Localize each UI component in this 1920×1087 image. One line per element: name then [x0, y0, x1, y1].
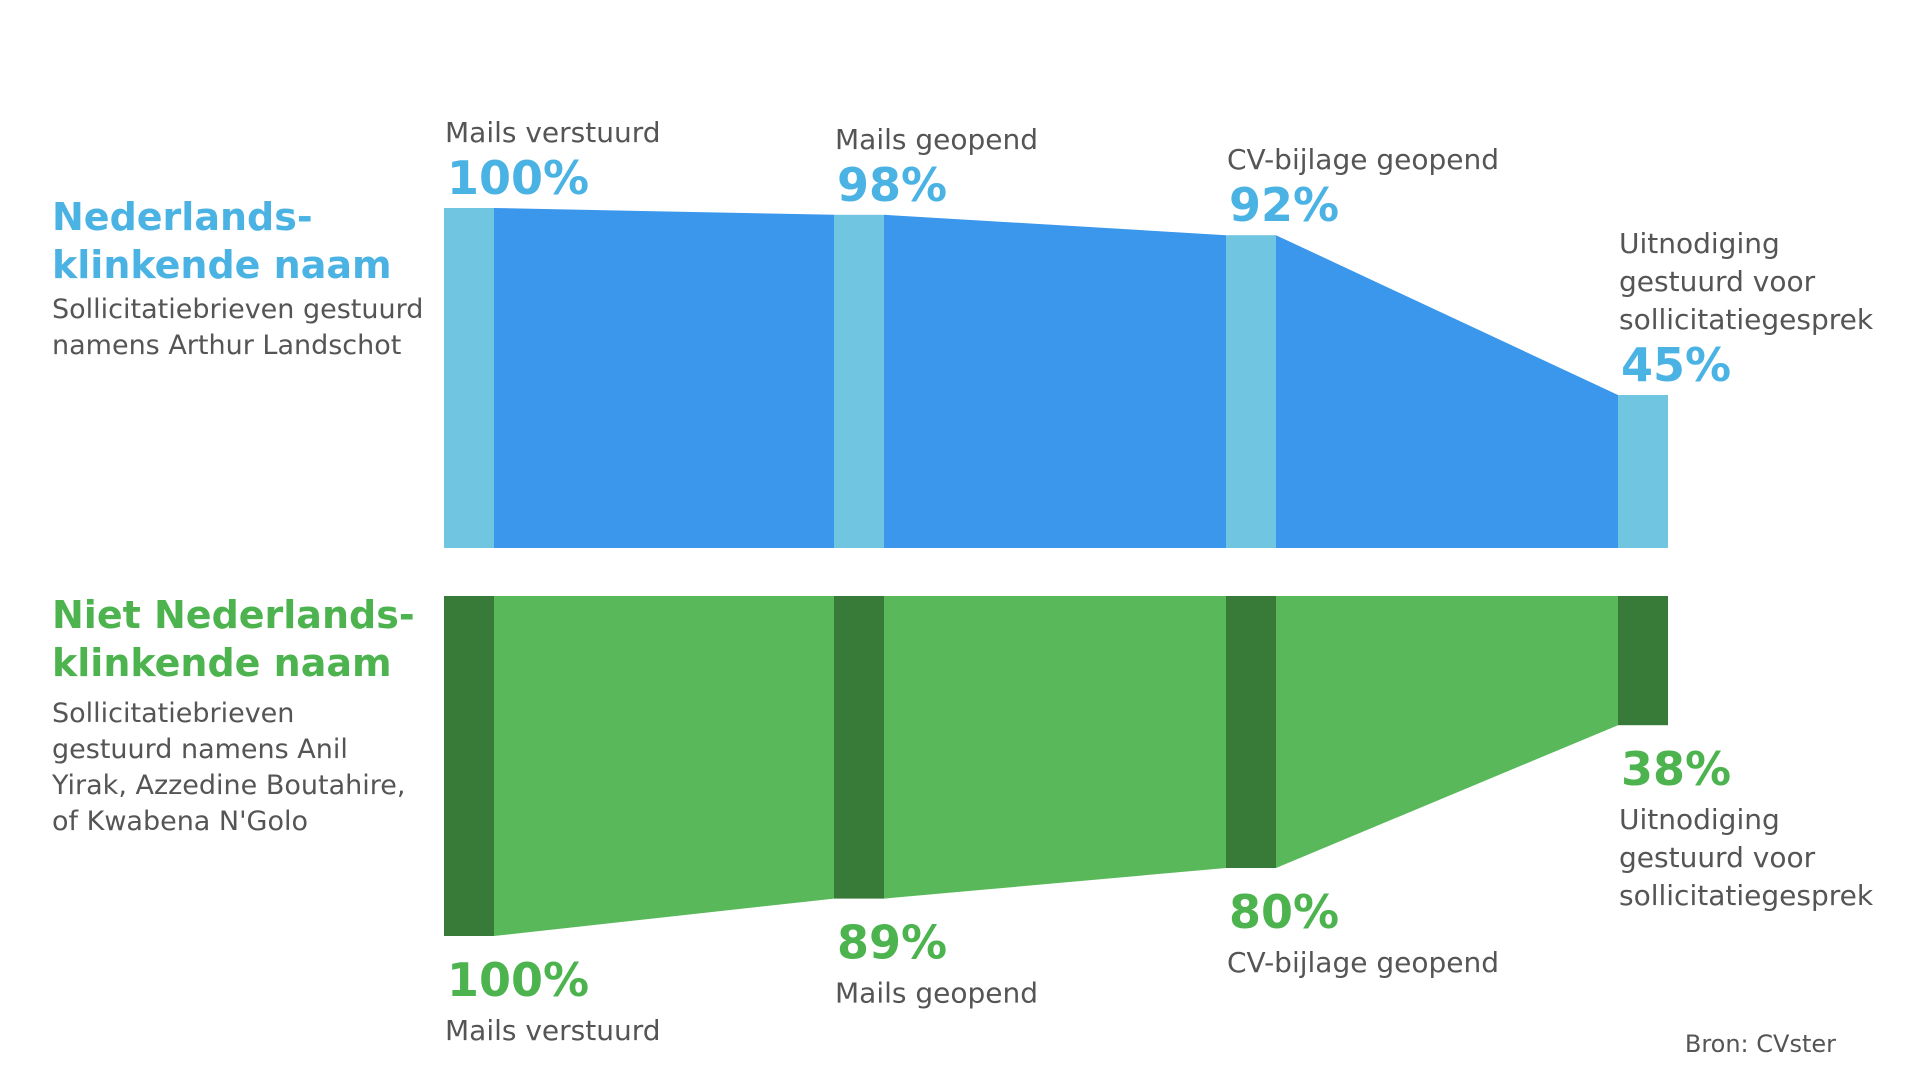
stage-bar-non-nl-1 [444, 596, 494, 936]
group-desc-non-nl-line-3: Yirak, Azzedine Boutahire, [51, 770, 405, 801]
stage-label-non-nl-3-line-1: CV-bijlage geopend [1227, 946, 1499, 979]
value-label-non-nl-4: 38% [1621, 742, 1731, 796]
value-label-nl-2: 98% [837, 158, 947, 212]
stage-label-nl-2-line-1: Mails geopend [835, 123, 1038, 156]
stage-label-non-nl-4-line-3: sollicitatiegesprek [1619, 879, 1874, 912]
value-label-nl-4: 45% [1621, 338, 1731, 392]
stage-bar-nl-2 [834, 214, 884, 549]
value-label-non-nl-1: 100% [447, 953, 589, 1007]
stage-bar-nl-1 [444, 208, 494, 548]
group-title-nl-line-1: Nederlands- [52, 195, 313, 239]
stage-label-nl-3-line-1: CV-bijlage geopend [1227, 143, 1499, 176]
value-label-nl-3: 92% [1229, 178, 1339, 232]
stage-bar-non-nl-2 [834, 596, 884, 899]
stage-bar-non-nl-4 [1618, 596, 1668, 726]
group-desc-non-nl-line-1: Sollicitatiebrieven [52, 698, 294, 729]
value-label-non-nl-3: 80% [1229, 885, 1339, 939]
stage-label-nl-4-line-1: Uitnodiging [1619, 227, 1780, 260]
group-title-non-nl-line-1: Niet Nederlands- [52, 593, 415, 637]
funnel-area-non-nl-2 [884, 596, 1226, 899]
stage-label-non-nl-2-line-1: Mails geopend [835, 977, 1038, 1010]
stage-bar-non-nl-3 [1226, 596, 1276, 868]
group-desc-non-nl-line-2: gestuurd namens Anil [52, 734, 348, 765]
funnel-area-nl-1 [494, 208, 834, 548]
source-note: Bron: CVster [1685, 1030, 1836, 1058]
group-desc-nl-line-1: Sollicitatiebrieven gestuurd [52, 294, 423, 325]
group-desc-non-nl-line-4: of Kwabena N'Golo [52, 806, 308, 837]
stage-label-nl-4-line-3: sollicitatiegesprek [1619, 303, 1874, 336]
value-label-non-nl-2: 89% [837, 916, 947, 970]
funnel-area-nl-2 [884, 214, 1226, 549]
stage-bar-nl-3 [1226, 235, 1276, 548]
group-title-non-nl-line-2: klinkende naam [52, 641, 392, 685]
group-title-nl-line-2: klinkende naam [52, 243, 392, 287]
funnel-area-non-nl-3 [1276, 596, 1618, 868]
group-desc-nl-line-2: namens Arthur Landschot [52, 330, 401, 361]
stage-label-non-nl-4-line-2: gestuurd voor [1619, 841, 1816, 874]
stage-bar-nl-4 [1618, 395, 1668, 548]
funnel-area-nl-3 [1276, 235, 1618, 548]
value-label-nl-1: 100% [447, 151, 589, 205]
funnel-area-non-nl-1 [494, 596, 834, 936]
stage-label-nl-4-line-2: gestuurd voor [1619, 265, 1816, 298]
stage-label-non-nl-1-line-1: Mails verstuurd [445, 1014, 661, 1047]
stage-label-non-nl-4-line-1: Uitnodiging [1619, 803, 1780, 836]
stage-label-nl-1-line-1: Mails verstuurd [445, 116, 661, 149]
